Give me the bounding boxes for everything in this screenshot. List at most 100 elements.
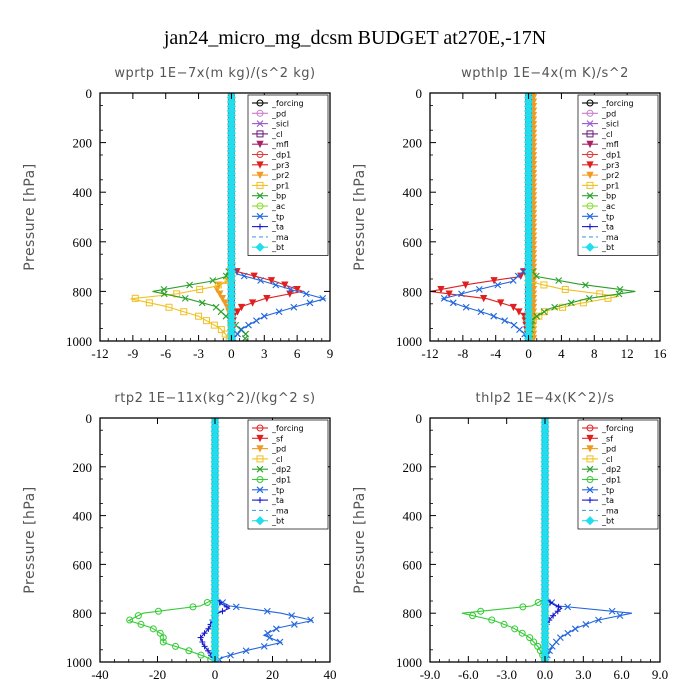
y-tick-label: 400 [403,185,423,200]
y-tick-label: 800 [73,284,93,299]
series-markers-dp1 [469,418,549,662]
data-point [519,603,527,611]
legend-label: _tp [271,486,284,495]
legend-label: _sicl [601,120,619,129]
y-tick-label: 200 [73,136,93,151]
data-point [264,629,272,637]
legend-label: _ta [271,223,284,232]
data-point [245,321,252,329]
y-tick-label: 200 [73,460,93,475]
data-point [615,290,623,298]
legend-marker [256,140,264,149]
data-point [145,299,153,307]
legend-label: _pr2 [601,171,619,180]
data-point [227,651,234,659]
y-tick-label: 800 [73,606,93,621]
data-point [564,603,572,611]
data-point [500,620,508,628]
legend-label: _ac [271,202,285,211]
x-tick-label: 4 [558,346,565,361]
data-point [293,286,301,294]
data-point [551,303,559,311]
x-tick-label: 6.0 [614,667,630,682]
chart-panel: rtp2 1E−11x(kg^2)/(kg^2 s) Pressure [hPa]… [22,391,337,682]
y-tick-label: 400 [73,185,93,200]
data-point [461,281,470,289]
data-point [219,608,226,615]
data-point [131,294,139,302]
legend-label: _dp1 [271,151,291,160]
x-tick-label: 0.0 [537,667,553,682]
legend-label: _ma [601,506,619,515]
data-point [237,303,246,312]
figure-title: jan24_micro_mg_dcsm BUDGET at270E,-17N [163,27,546,49]
data-point [319,294,327,302]
legend-marker [256,130,264,138]
legend-label: _pd [271,109,286,118]
legend-marker [585,242,595,252]
legend-marker [586,140,594,149]
legend-label: _bt [271,517,284,526]
legend-label: _cl [271,455,283,464]
data-point [160,290,168,298]
legend-marker [255,516,265,526]
series-markers-bt [226,93,236,341]
series-line-dp1 [127,418,216,662]
legend-marker [586,192,594,200]
data-point [518,629,526,637]
data-point [494,281,502,289]
data-point [440,294,448,302]
legend-marker [586,434,594,443]
data-point [201,630,208,637]
legend-marker [585,516,595,526]
data-point [221,299,229,307]
legend: _forcing_sf _pd_cl_dp2 _dp1_tp_ta_ma _bt [577,419,659,530]
data-point [154,607,162,615]
data-point [490,312,498,320]
data-point [209,277,217,284]
data-point [287,286,294,293]
data-point [595,616,602,624]
x-tick-label: 6 [294,346,301,361]
data-point [217,326,225,334]
data-point [511,625,519,633]
data-point [477,308,485,316]
legend-label: _tp [601,486,614,495]
y-axis-label: Pressure [hPa] [352,486,368,593]
data-point [567,299,575,307]
legend-label: _sicl [271,120,289,129]
legend-label: _sf [271,434,283,443]
legend-label: _pr2 [271,171,289,180]
legend-marker [256,434,264,443]
legend-label: _ma [271,233,289,242]
y-tick-label: 1000 [66,334,92,349]
legend-label: _pd [601,445,616,454]
data-point [526,634,534,642]
series-markers-bt [524,93,534,341]
series-markers-bt [540,418,550,662]
data-point [490,277,498,285]
data-point [564,629,572,637]
data-point [257,277,265,284]
data-point [559,303,567,311]
data-point [475,286,483,293]
data-point [214,281,222,289]
legend-marker [586,424,594,432]
legend-label: _pr1 [601,181,619,190]
data-point [550,612,557,619]
data-point [250,272,258,280]
x-tick-label: -3 [193,346,204,361]
legend-marker [586,151,594,158]
data-point [263,294,271,303]
x-tick-label: -20 [149,667,166,682]
legend-label: _mfl [271,140,289,149]
legend-label: _mfl [601,140,619,149]
data-point [532,272,540,280]
data-point [181,294,189,302]
x-tick-label: 0 [525,346,532,361]
data-point [126,616,134,624]
data-point [202,317,210,325]
y-tick-label: 600 [73,235,93,250]
y-tick-label: 200 [403,136,423,151]
data-point [307,616,315,624]
